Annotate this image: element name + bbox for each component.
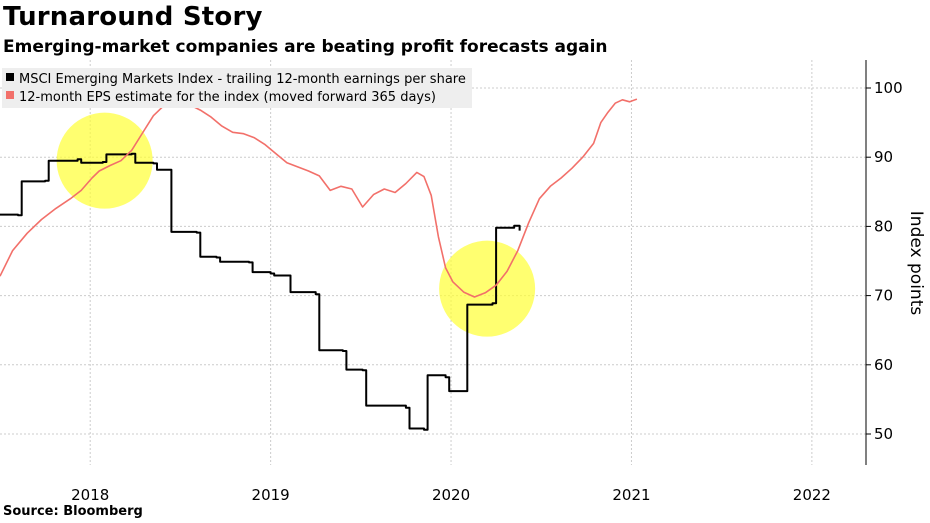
x-tick-label: 2020 — [432, 486, 470, 504]
chart-title: Turnaround Story — [3, 2, 263, 32]
x-tick-label: 2019 — [252, 486, 290, 504]
source-note: Source: Bloomberg — [3, 504, 143, 519]
x-tick-label: 2021 — [612, 486, 650, 504]
legend-swatch-eps — [6, 73, 14, 81]
y-tick-label: 80 — [874, 217, 893, 235]
x-tick-label: 2018 — [71, 486, 109, 504]
x-tick-label: 2022 — [793, 486, 831, 504]
legend-background — [2, 68, 472, 108]
legend-label-estimate: 12-month EPS estimate for the index (mov… — [19, 90, 436, 105]
chart-subtitle: Emerging-market companies are beating pr… — [3, 37, 608, 57]
y-tick-label: 70 — [874, 287, 893, 305]
y-tick-label: 90 — [874, 148, 893, 166]
y-axis-title: Index points — [906, 211, 926, 316]
y-tick-label: 100 — [874, 79, 903, 97]
legend: MSCI Emerging Markets Index - trailing 1… — [2, 68, 472, 108]
series-layer — [0, 98, 638, 431]
y-tick-label: 60 — [874, 356, 893, 374]
series-line-estimate — [0, 98, 638, 298]
y-tick-label: 50 — [874, 425, 893, 443]
axes: 50 60 70 80 90 100 2018 2019 2020 2021 2022 — [71, 60, 903, 504]
highlight-circles — [56, 112, 536, 337]
highlight-circle — [56, 112, 153, 209]
highlight-circle — [439, 240, 536, 337]
legend-swatch-estimate — [6, 91, 14, 99]
series-line-eps — [0, 152, 521, 431]
legend-label-eps: MSCI Emerging Markets Index - trailing 1… — [19, 72, 466, 87]
